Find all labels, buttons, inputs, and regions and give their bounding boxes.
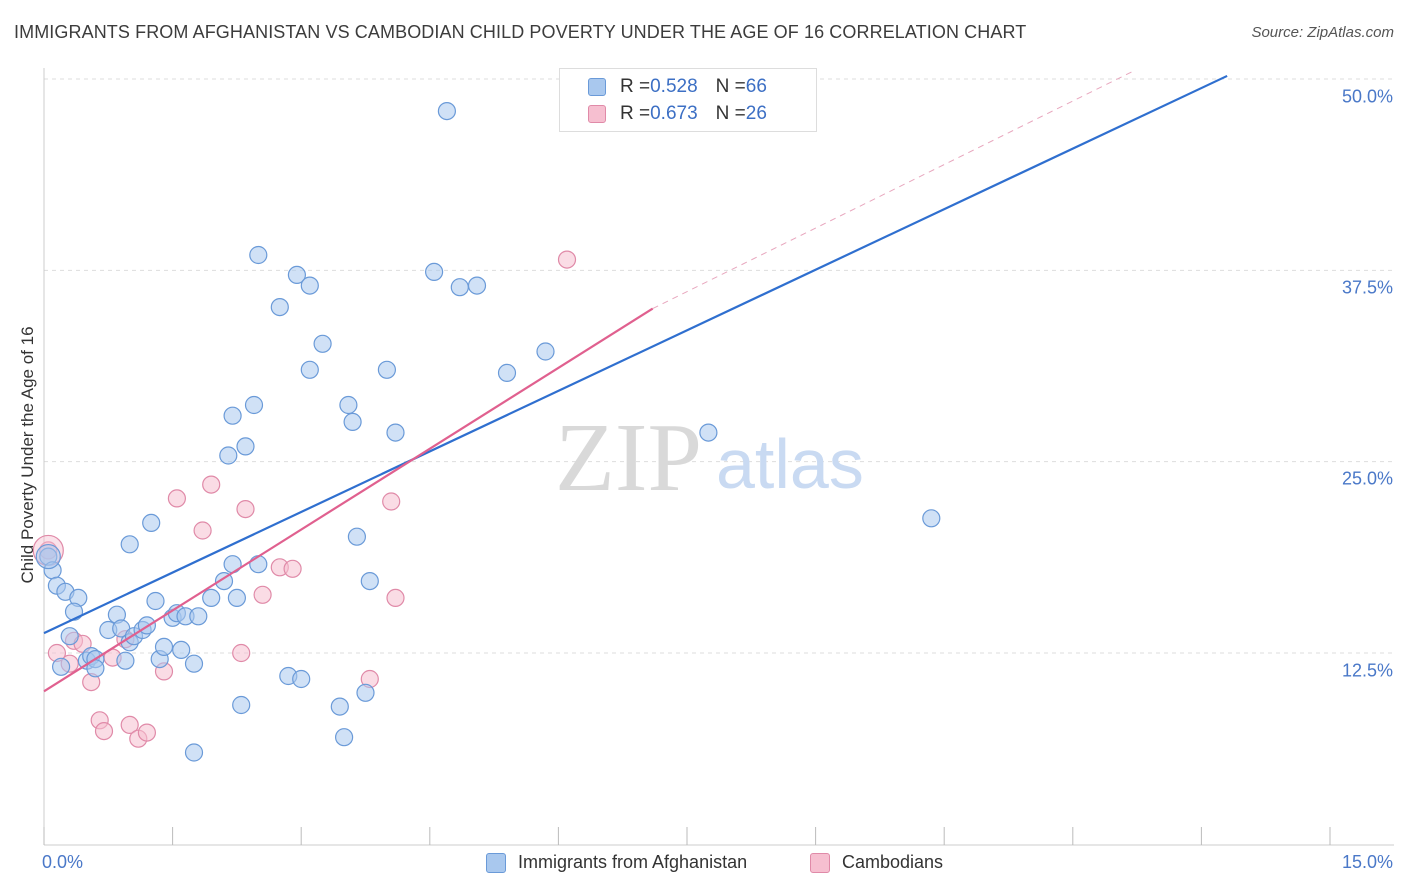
bottom-legend-swatch-pink — [810, 852, 830, 873]
afghanistan-point-47 — [343, 412, 362, 431]
afghanistan-point-20 — [146, 591, 165, 611]
afghanistan-point-36 — [223, 406, 242, 425]
cambodians-point-7 — [94, 721, 114, 741]
y-tick-label-37-5: 37.5% — [1341, 277, 1393, 298]
afghanistan-point-41 — [270, 298, 289, 317]
legend-n-label: N = — [715, 76, 746, 97]
afghanistan-point-29 — [202, 588, 221, 608]
afghanistan-point-59 — [922, 509, 941, 528]
afghanistan-point-46 — [339, 395, 358, 415]
afghanistan-point-27 — [184, 654, 204, 673]
legend-n-value: 66 — [745, 76, 767, 97]
cambodians-point-10 — [120, 715, 139, 735]
cambodians-point-25 — [557, 250, 577, 269]
bottom-legend-afghanistan: Immigrants from Afghanistan — [486, 852, 747, 873]
cambodians-point-22 — [382, 492, 401, 511]
afghanistan-point-48 — [347, 527, 366, 546]
afghanistan-trend-line — [43, 74, 1228, 635]
afghanistan-point-28 — [189, 607, 208, 626]
afghanistan-large-point — [35, 543, 61, 570]
afghanistan-point-38 — [244, 395, 264, 415]
afghanistan-point-37 — [236, 437, 255, 456]
afghanistan-point-52 — [425, 262, 444, 281]
cambodians-point-12 — [137, 723, 156, 742]
afghanistan-point-45 — [313, 334, 332, 353]
grid — [44, 78, 1394, 654]
legend-n-label: N = — [715, 103, 746, 124]
afghanistan-point-33 — [120, 535, 139, 554]
watermark-atlas: atlas — [716, 425, 864, 503]
afghanistan-point-64 — [356, 683, 375, 702]
bottom-legend-swatch-blue — [486, 852, 506, 873]
afghanistan-point-62 — [292, 669, 311, 689]
afghanistan-point-57 — [536, 342, 555, 361]
source-label: Source: ZipAtlas.com — [1251, 24, 1394, 41]
afghanistan-point-53 — [437, 101, 456, 121]
legend-row-cambodians: R = 0.673 N = 26 — [588, 102, 767, 126]
legend-r-value: 0.528 — [650, 76, 698, 97]
afghanistan-points — [35, 101, 941, 762]
cambodians-point-21 — [283, 559, 302, 578]
afghanistan-point-42 — [287, 265, 306, 284]
legend-r-label: R = — [620, 76, 651, 97]
afghanistan-point-66 — [184, 743, 204, 762]
cambodians-point-24 — [386, 588, 405, 608]
afghanistan-point-40 — [249, 245, 268, 265]
cambodians-point-17 — [236, 500, 255, 519]
cambodians-point-18 — [232, 643, 251, 663]
y-tick-label-50: 50.0% — [1341, 86, 1393, 107]
cambodians-point-19 — [253, 585, 272, 604]
afghanistan-point-22 — [154, 637, 174, 657]
afghanistan-point-43 — [300, 276, 319, 295]
legend-swatch-blue — [588, 78, 606, 96]
cambodians-point-15 — [193, 521, 212, 540]
afghanistan-point-7 — [60, 627, 79, 646]
bottom-legend-label: Cambodians — [842, 852, 944, 872]
afghanistan-point-51 — [386, 423, 405, 442]
trend-lines — [43, 70, 1228, 693]
afghanistan-point-54 — [450, 278, 469, 297]
afghanistan-point-44 — [300, 360, 319, 379]
afghanistan-point-35 — [219, 446, 238, 465]
x-tick-label-max: 15.0% — [1341, 852, 1393, 872]
afghanistan-point-55 — [467, 276, 487, 295]
afghanistan-point-5 — [64, 602, 84, 621]
legend-r-value: 0.673 — [650, 103, 698, 124]
afghanistan-point-15 — [116, 651, 135, 670]
bottom-legend-cambodians: Cambodians — [810, 852, 943, 873]
correlation-legend: R = 0.528 N = 66 R = 0.673 N = 26 — [559, 68, 817, 132]
legend-n-value: 26 — [745, 103, 767, 124]
afghanistan-point-31 — [227, 588, 246, 608]
afghanistan-point-30 — [214, 571, 234, 591]
cambodians-point-14 — [167, 489, 186, 508]
afghanistan-point-60 — [232, 695, 251, 715]
watermark-zip: ZIP — [555, 404, 702, 512]
axes — [43, 68, 1394, 846]
y-tick-label-12-5: 12.5% — [1341, 660, 1393, 681]
afghanistan-point-65 — [335, 728, 354, 747]
cambodians-point-16 — [202, 475, 221, 494]
afghanistan-point-49 — [360, 571, 379, 591]
chart-title: IMMIGRANTS FROM AFGHANISTAN VS CAMBODIAN… — [14, 22, 1027, 42]
bottom-legend-label: Immigrants from Afghanistan — [518, 852, 748, 872]
afghanistan-point-58 — [699, 423, 718, 442]
watermark: ZIP atlas — [555, 404, 864, 512]
legend-r-label: R = — [620, 103, 651, 124]
cambodians-trend-extension — [652, 70, 1134, 310]
legend-swatch-pink — [588, 105, 606, 123]
y-axis-label: Child Poverty Under the Age of 16 — [18, 326, 37, 584]
afghanistan-point-11 — [51, 657, 71, 676]
legend-row-afghanistan: R = 0.528 N = 66 — [588, 75, 767, 99]
afghanistan-point-34 — [142, 513, 161, 533]
afghanistan-point-63 — [330, 697, 349, 716]
afghanistan-point-39 — [249, 555, 268, 574]
afghanistan-point-50 — [377, 360, 396, 379]
cambodians-trend-line — [43, 307, 654, 693]
afghanistan-point-25 — [172, 640, 191, 660]
afghanistan-point-56 — [497, 363, 517, 382]
x-tick-label-min: 0.0% — [42, 852, 84, 872]
y-tick-label-25: 25.0% — [1341, 468, 1393, 489]
